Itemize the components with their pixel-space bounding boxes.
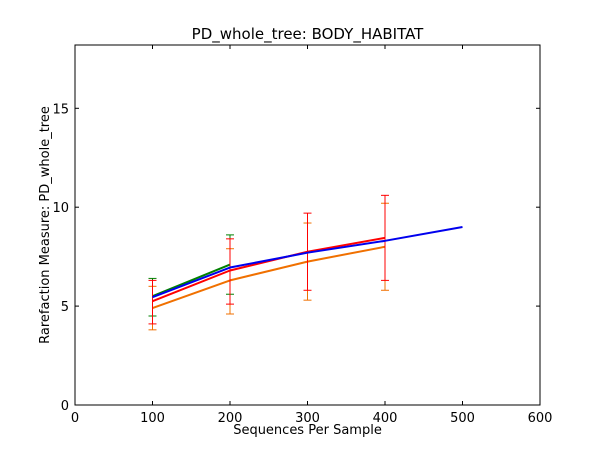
y-tick-label: 10	[52, 201, 69, 216]
series-line	[152, 225, 463, 299]
plot-frame	[74, 44, 541, 406]
chart-title: PD_whole_tree: BODY_HABITAT	[192, 25, 425, 44]
series-line	[152, 236, 386, 303]
series-3	[152, 225, 463, 299]
x-tick-label: 400	[373, 411, 398, 426]
series-1	[148, 202, 389, 331]
x-axis-label: Sequences Per Sample	[233, 423, 382, 438]
ticks-layer: 0 100 200 300 400 500 600 0 5 10 15	[52, 45, 552, 426]
x-tick-label: 200	[218, 411, 243, 426]
series-layer	[148, 194, 463, 331]
x-tick-label: 600	[528, 411, 553, 426]
y-tick-label: 0	[61, 399, 69, 414]
series-0	[148, 234, 234, 317]
y-tick-label: 5	[61, 300, 69, 315]
y-axis-label: Rarefaction Measure: PD_whole_tree	[38, 106, 53, 344]
x-tick-label: 100	[140, 411, 165, 426]
series-line	[152, 263, 231, 298]
x-tick-label: 500	[450, 411, 475, 426]
x-tick-label: 0	[71, 411, 79, 426]
y-tick-label: 15	[52, 102, 69, 117]
x-tick-label: 300	[295, 411, 320, 426]
series-line	[152, 245, 386, 310]
